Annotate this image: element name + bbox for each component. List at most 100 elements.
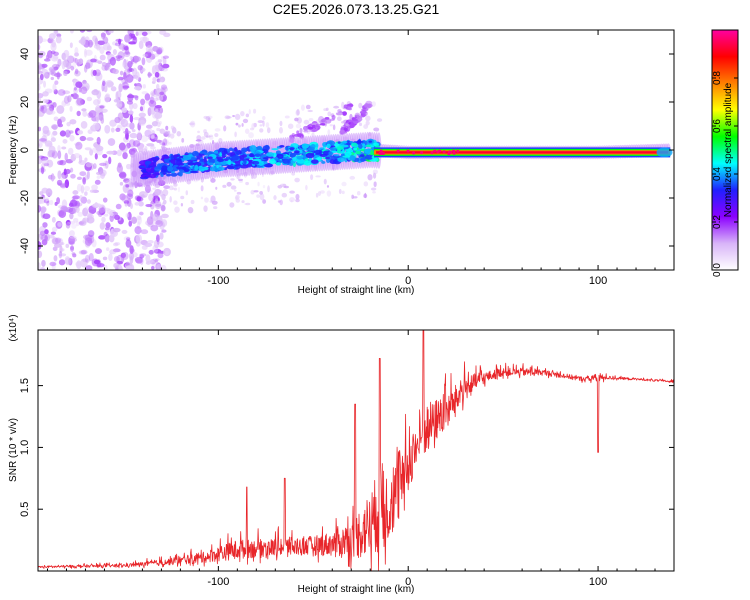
noise-speckle xyxy=(69,167,74,173)
ridge-blob xyxy=(217,158,225,163)
noise-speckle xyxy=(38,262,41,270)
noise-speckle xyxy=(72,253,77,258)
noise-speckle xyxy=(112,248,121,253)
noise-speckle xyxy=(138,145,144,153)
chirp-speckle xyxy=(324,117,330,120)
noise-speckle xyxy=(54,80,59,85)
noise-speckle xyxy=(51,237,59,245)
scatter-speckle xyxy=(332,124,336,131)
noise-speckle xyxy=(120,252,126,259)
scatter-speckle xyxy=(248,109,251,115)
noise-speckle xyxy=(165,125,169,131)
scatter-speckle xyxy=(207,117,211,122)
scatter-speckle xyxy=(376,118,383,122)
scatter-speckle xyxy=(222,184,227,188)
scatter-speckle xyxy=(200,196,204,200)
ridge-blob xyxy=(342,155,352,158)
noise-speckle xyxy=(101,61,107,67)
ridge-blob xyxy=(194,164,199,171)
noise-speckle xyxy=(47,151,52,158)
ridge-blob xyxy=(170,154,174,161)
noise-speckle xyxy=(105,222,111,229)
ridge-peak xyxy=(436,150,440,154)
noise-speckle xyxy=(115,103,122,107)
ridge-blob xyxy=(341,140,348,144)
chirp-speckle xyxy=(347,106,352,111)
scatter-speckle xyxy=(203,131,209,138)
noise-speckle xyxy=(38,62,42,71)
scatter-speckle xyxy=(207,135,211,138)
ridge-blob xyxy=(357,139,362,145)
noise-speckle xyxy=(69,42,73,49)
ridge-blob xyxy=(294,150,300,154)
scatter-speckle xyxy=(278,126,283,134)
noise-speckle xyxy=(79,171,87,177)
ridge-blob xyxy=(365,144,372,147)
noise-speckle xyxy=(155,234,160,243)
noise-speckle xyxy=(131,251,138,258)
scatter-speckle xyxy=(244,128,250,134)
noise-speckle xyxy=(125,237,131,241)
snr-frame xyxy=(37,329,675,572)
noise-speckle xyxy=(69,199,78,207)
scatter-speckle xyxy=(173,187,178,191)
noise-speckle xyxy=(122,251,129,260)
ridge-blob xyxy=(191,150,200,157)
noise-speckle xyxy=(93,43,101,49)
noise-speckle xyxy=(116,149,122,157)
noise-speckle xyxy=(75,261,81,267)
noise-speckle xyxy=(43,80,47,88)
scatter-speckle xyxy=(161,193,166,201)
noise-speckle xyxy=(88,253,94,262)
noise-speckle xyxy=(140,135,149,143)
scatter-speckle xyxy=(326,185,330,188)
noise-speckle xyxy=(119,171,127,179)
scatter-speckle xyxy=(224,115,231,120)
snr-x-label: Height of straight line (km) xyxy=(298,584,415,595)
chirp-speckle xyxy=(361,113,366,117)
noise-speckle xyxy=(138,40,144,50)
noise-speckle xyxy=(75,221,80,227)
ridge-blob xyxy=(355,150,362,155)
noise-speckle xyxy=(132,140,141,147)
scatter-speckle xyxy=(273,195,277,201)
chirp-speckle xyxy=(345,123,349,127)
noise-speckle xyxy=(141,57,146,66)
noise-speckle xyxy=(115,267,124,270)
scatter-speckle xyxy=(259,191,263,195)
noise-speckle xyxy=(131,216,138,224)
noise-speckle xyxy=(59,242,65,246)
noise-speckle xyxy=(76,59,81,67)
noise-speckle xyxy=(63,95,70,104)
noise-speckle xyxy=(119,70,124,76)
noise-speckle xyxy=(59,245,63,254)
noise-speckle xyxy=(154,71,160,78)
noise-speckle xyxy=(101,82,105,92)
scatter-speckle xyxy=(356,191,361,196)
noise-speckle xyxy=(70,65,75,71)
ridge-blob xyxy=(285,146,289,151)
noise-speckle xyxy=(68,240,76,245)
chirp-speckle xyxy=(340,129,345,133)
scatter-speckle xyxy=(232,114,235,118)
noise-speckle xyxy=(62,90,71,95)
ridge-blob xyxy=(187,162,195,166)
noise-speckle xyxy=(57,150,62,160)
scatter-speckle xyxy=(326,190,332,197)
noise-speckle xyxy=(38,140,43,149)
noise-speckle xyxy=(148,99,157,108)
noise-speckle xyxy=(45,197,49,202)
scatter-speckle xyxy=(295,123,302,129)
noise-speckle xyxy=(40,105,45,110)
noise-speckle xyxy=(84,157,88,162)
ridge-peak xyxy=(433,149,437,153)
noise-speckle xyxy=(82,177,87,185)
ridge-peak xyxy=(452,149,456,153)
scatter-speckle xyxy=(181,138,185,143)
scatter-speckle xyxy=(341,101,345,109)
colorbar-tick-label: 0.6 xyxy=(712,119,723,133)
noise-speckle xyxy=(145,254,151,263)
scatter-speckle xyxy=(223,125,227,132)
noise-speckle xyxy=(138,112,146,118)
noise-speckle xyxy=(70,30,74,34)
